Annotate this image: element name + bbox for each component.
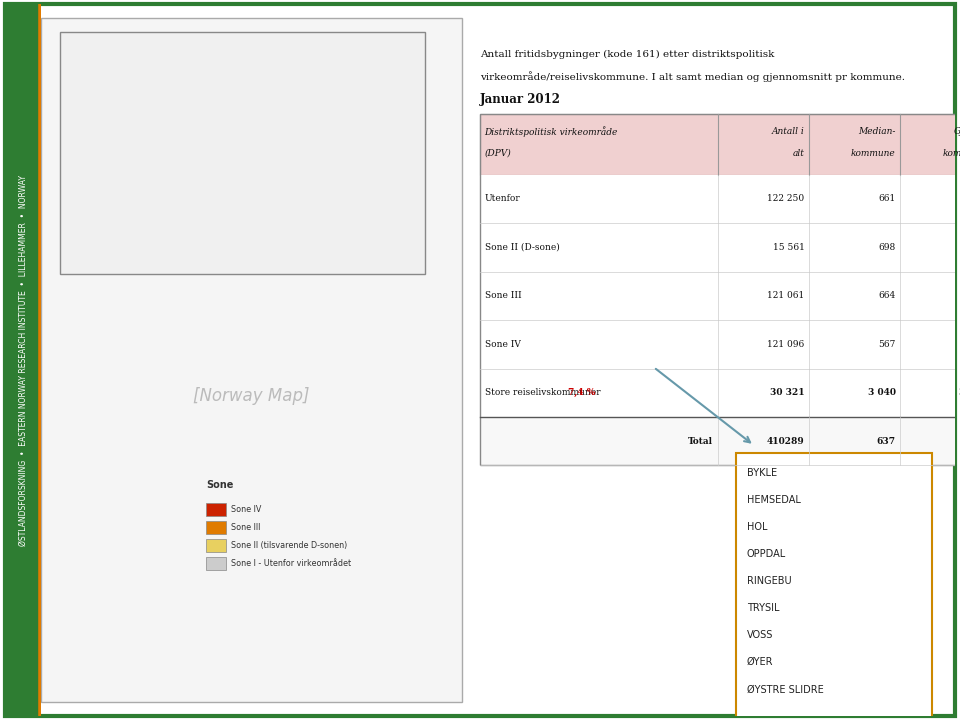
Text: kommune: kommune xyxy=(852,149,896,158)
Text: Sone II (D-sone): Sone II (D-sone) xyxy=(485,243,560,252)
FancyBboxPatch shape xyxy=(480,114,960,175)
Text: Distriktspolitisk virkeområde: Distriktspolitisk virkeområde xyxy=(485,127,618,138)
Text: Utenfor: Utenfor xyxy=(485,194,520,204)
Text: Sone III: Sone III xyxy=(231,523,261,532)
Text: VOSS: VOSS xyxy=(747,630,773,640)
Text: kommune: kommune xyxy=(943,149,960,158)
FancyBboxPatch shape xyxy=(480,417,960,466)
Text: Gj.snitt: Gj.snitt xyxy=(954,127,960,136)
Text: (DPV): (DPV) xyxy=(485,149,512,158)
FancyBboxPatch shape xyxy=(480,175,960,223)
Text: 15 561: 15 561 xyxy=(773,243,804,252)
Text: HOL: HOL xyxy=(747,522,767,532)
Text: 121 096: 121 096 xyxy=(767,340,804,348)
Text: alt: alt xyxy=(793,149,804,158)
Text: ØSTLANDSFORSKNING  •  EASTERN NORWAY RESEARCH INSTITUTE  •  LILLEHAMMER  •  NORW: ØSTLANDSFORSKNING • EASTERN NORWAY RESEA… xyxy=(18,174,28,546)
Text: 122 250: 122 250 xyxy=(767,194,804,204)
FancyBboxPatch shape xyxy=(205,557,226,570)
Text: 410289: 410289 xyxy=(767,437,804,446)
Text: ØYSTRE SLIDRE: ØYSTRE SLIDRE xyxy=(747,684,824,694)
FancyBboxPatch shape xyxy=(60,32,425,274)
FancyBboxPatch shape xyxy=(5,4,41,716)
Text: 121 061: 121 061 xyxy=(767,292,804,300)
Text: BYKLE: BYKLE xyxy=(747,467,777,477)
Text: Januar 2012: Januar 2012 xyxy=(480,93,561,106)
FancyBboxPatch shape xyxy=(205,539,226,552)
Text: 698: 698 xyxy=(878,243,896,252)
Text: virkeområde/reiselivskommune. I alt samt median og gjennomsnitt pr kommune.: virkeområde/reiselivskommune. I alt samt… xyxy=(480,71,905,82)
Text: 7,4 %: 7,4 % xyxy=(568,388,595,397)
Text: Median-: Median- xyxy=(858,127,896,136)
Text: Sone: Sone xyxy=(205,480,233,490)
FancyBboxPatch shape xyxy=(480,320,960,369)
Text: TRYSIL: TRYSIL xyxy=(747,603,780,613)
FancyBboxPatch shape xyxy=(480,271,960,320)
FancyBboxPatch shape xyxy=(205,503,226,516)
Text: [Norway Map]: [Norway Map] xyxy=(193,387,310,405)
FancyBboxPatch shape xyxy=(736,453,932,720)
Text: 3 296: 3 296 xyxy=(959,388,960,397)
FancyBboxPatch shape xyxy=(480,223,960,271)
Text: RINGEBU: RINGEBU xyxy=(747,576,791,586)
Text: Sone I - Utenfor virkeområdet: Sone I - Utenfor virkeområdet xyxy=(231,559,351,567)
Text: 30 321: 30 321 xyxy=(770,388,804,397)
Text: 567: 567 xyxy=(878,340,896,348)
Text: Sone IV: Sone IV xyxy=(485,340,520,348)
Text: 661: 661 xyxy=(878,194,896,204)
Text: Total: Total xyxy=(688,437,713,446)
Text: OPPDAL: OPPDAL xyxy=(747,549,786,559)
Text: 637: 637 xyxy=(876,437,896,446)
Text: ØYER: ØYER xyxy=(747,657,774,667)
Text: Store reiselivskommuner: Store reiselivskommuner xyxy=(485,388,603,397)
Text: Sone III: Sone III xyxy=(485,292,521,300)
FancyBboxPatch shape xyxy=(41,18,462,702)
Text: Sone II (tilsvarende D-sonen): Sone II (tilsvarende D-sonen) xyxy=(231,541,348,550)
FancyBboxPatch shape xyxy=(480,369,960,417)
FancyBboxPatch shape xyxy=(205,521,226,534)
Text: 664: 664 xyxy=(878,292,896,300)
Text: Antall i: Antall i xyxy=(772,127,804,136)
Text: Antall fritidsbygninger (kode 161) etter distriktspolitisk: Antall fritidsbygninger (kode 161) etter… xyxy=(480,50,775,59)
Text: Sone IV: Sone IV xyxy=(231,505,262,514)
Text: 3 040: 3 040 xyxy=(868,388,896,397)
Text: HEMSEDAL: HEMSEDAL xyxy=(747,495,801,505)
